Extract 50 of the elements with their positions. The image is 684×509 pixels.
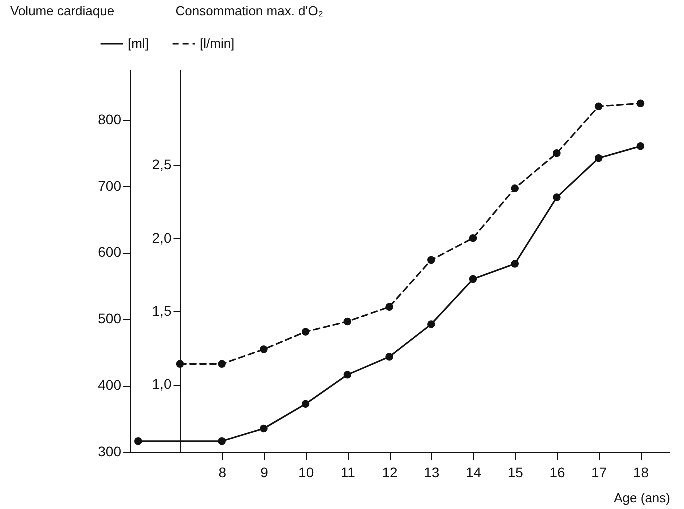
y-axis-title: Volume cardiaque bbox=[10, 4, 115, 18]
point bbox=[218, 360, 226, 368]
y2-tick-label: 1,5 bbox=[152, 302, 172, 319]
point bbox=[386, 353, 394, 361]
y-tick-label: 600 bbox=[98, 244, 122, 260]
x-tick-label: 18 bbox=[633, 464, 650, 480]
x-tick-label: 17 bbox=[592, 464, 608, 480]
point bbox=[386, 303, 394, 311]
point bbox=[636, 142, 645, 150]
x-tick-label: 13 bbox=[424, 464, 440, 480]
x-tick-label: 12 bbox=[382, 464, 398, 480]
point bbox=[469, 234, 478, 242]
y2-tick-label: 1,0 bbox=[152, 376, 172, 392]
x-tick-label: 8 bbox=[218, 464, 227, 480]
point bbox=[218, 438, 226, 446]
point bbox=[260, 424, 268, 433]
y2-axis-title: Consommation max. d'O₂ bbox=[176, 4, 324, 18]
point bbox=[302, 328, 310, 336]
point bbox=[594, 102, 603, 110]
point bbox=[428, 256, 436, 264]
point bbox=[511, 260, 519, 268]
x-axis-title: Age (ans) bbox=[614, 490, 670, 506]
y-tick-label: 800 bbox=[98, 111, 122, 128]
point bbox=[134, 438, 142, 446]
x-tick-label: 10 bbox=[298, 464, 314, 480]
x-tick-label: 9 bbox=[260, 464, 269, 480]
x-tick-label: 14 bbox=[466, 464, 482, 480]
y-tick-label: 500 bbox=[98, 310, 122, 327]
point bbox=[553, 194, 561, 202]
x-tick-label: 16 bbox=[550, 464, 566, 480]
point bbox=[302, 400, 310, 408]
y2-tick-label: 2,5 bbox=[152, 156, 172, 173]
x-tick-label: 15 bbox=[508, 464, 524, 480]
legend-label: [ml] bbox=[128, 36, 149, 51]
point bbox=[344, 371, 352, 379]
point bbox=[176, 360, 184, 368]
point bbox=[594, 154, 603, 162]
point bbox=[636, 100, 645, 108]
y-tick-label: 300 bbox=[98, 444, 122, 460]
point bbox=[344, 318, 352, 326]
y2-tick-label: 2,0 bbox=[152, 230, 172, 246]
point bbox=[553, 150, 561, 158]
point bbox=[469, 275, 478, 284]
point bbox=[260, 346, 268, 354]
y-tick-label: 400 bbox=[98, 377, 122, 394]
point bbox=[428, 320, 436, 328]
legend-label: [l/min] bbox=[200, 36, 235, 51]
point bbox=[511, 184, 519, 192]
y-tick-label: 700 bbox=[98, 178, 122, 194]
x-tick-label: 11 bbox=[340, 464, 356, 480]
